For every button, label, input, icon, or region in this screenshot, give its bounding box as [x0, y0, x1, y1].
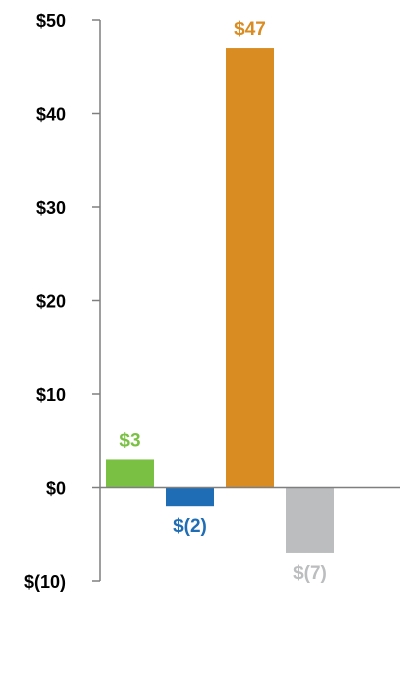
data-label: $(2) [173, 516, 207, 537]
y-tick-label: $(10) [24, 572, 66, 592]
bars [106, 48, 334, 553]
data-label: $(7) [293, 563, 327, 584]
y-axis: $50 $40 $30 $20 $10 $0 $(10) [24, 11, 101, 592]
y-tick-label: $30 [36, 198, 66, 218]
bar [106, 459, 154, 488]
y-tick-label: $40 [36, 105, 66, 125]
y-tick-label: $50 [36, 11, 66, 31]
y-tick-label: $20 [36, 292, 66, 312]
data-label: $47 [234, 19, 266, 40]
y-tick-label: $10 [36, 385, 66, 405]
bar [226, 48, 274, 488]
bar [286, 487, 334, 553]
data-labels: $3 $(2) $47 $(7) [119, 19, 326, 584]
y-tick-label: $0 [46, 479, 66, 499]
data-label: $3 [119, 430, 140, 451]
bar [166, 487, 214, 507]
